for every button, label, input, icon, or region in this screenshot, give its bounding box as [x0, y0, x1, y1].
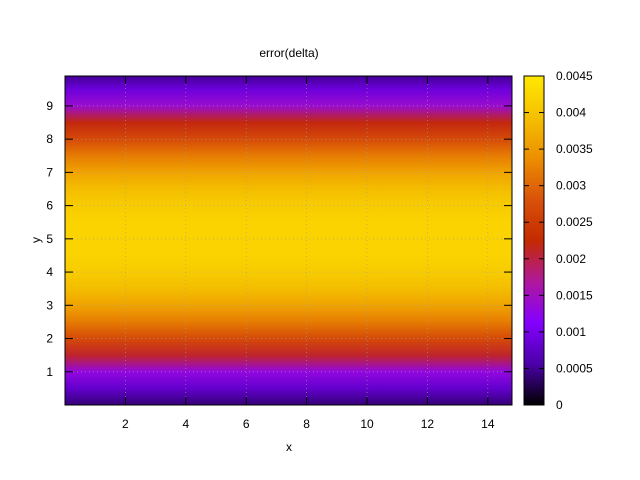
- x-axis-label: x: [286, 440, 292, 454]
- x-tick-label: 10: [360, 417, 374, 431]
- colorbar-ticks: 0 0.0005 0.001 0.0015 0.002 0.0025 0.003 0.0035…: [524, 69, 593, 412]
- y-tick-label: 2: [46, 332, 53, 346]
- plot-frame: [64, 75, 513, 406]
- y-axis-ticks: 1 2 3 4 5 6 7 8 9: [46, 99, 512, 379]
- x-tick-label: 4: [182, 417, 189, 431]
- colorbar-tick-label: 0.004: [556, 106, 586, 120]
- y-tick-label: 1: [46, 365, 53, 379]
- colorbar-tick-label: 0.003: [556, 179, 586, 193]
- colorbar-tick-label: 0.002: [556, 252, 586, 266]
- colorbar-tick-label: 0.0045: [556, 69, 593, 83]
- colorbar-tick-label: 0.001: [556, 325, 586, 339]
- y-tick-label: 6: [46, 199, 53, 213]
- y-tick-label: 5: [46, 232, 53, 246]
- colorbar-tick-label: 0.0015: [556, 288, 593, 302]
- y-tick-label: 9: [46, 99, 53, 113]
- y-tick-label: 8: [46, 132, 53, 146]
- y-tick-label: 4: [46, 265, 53, 279]
- x-tick-label: 14: [481, 417, 495, 431]
- y-tick-label: 3: [46, 298, 53, 312]
- x-tick-label: 6: [243, 417, 250, 431]
- y-tick-label: 7: [46, 165, 53, 179]
- colorbar-tick-label: 0.0025: [556, 215, 593, 229]
- colorbar-tick-label: 0.0005: [556, 361, 593, 375]
- y-axis-label: y: [29, 237, 43, 243]
- x-axis-ticks: 2 4 6 8 10 12 14: [122, 76, 495, 431]
- x-tick-label: 12: [421, 417, 435, 431]
- grid-lines: [65, 76, 512, 405]
- heatmap-area: [65, 76, 512, 405]
- chart-title: error(delta): [259, 46, 318, 60]
- colorbar-tick-label: 0: [556, 398, 563, 412]
- x-tick-label: 2: [122, 417, 129, 431]
- colorbar: [523, 75, 545, 406]
- colorbar-tick-label: 0.0035: [556, 142, 593, 156]
- x-tick-label: 8: [303, 417, 310, 431]
